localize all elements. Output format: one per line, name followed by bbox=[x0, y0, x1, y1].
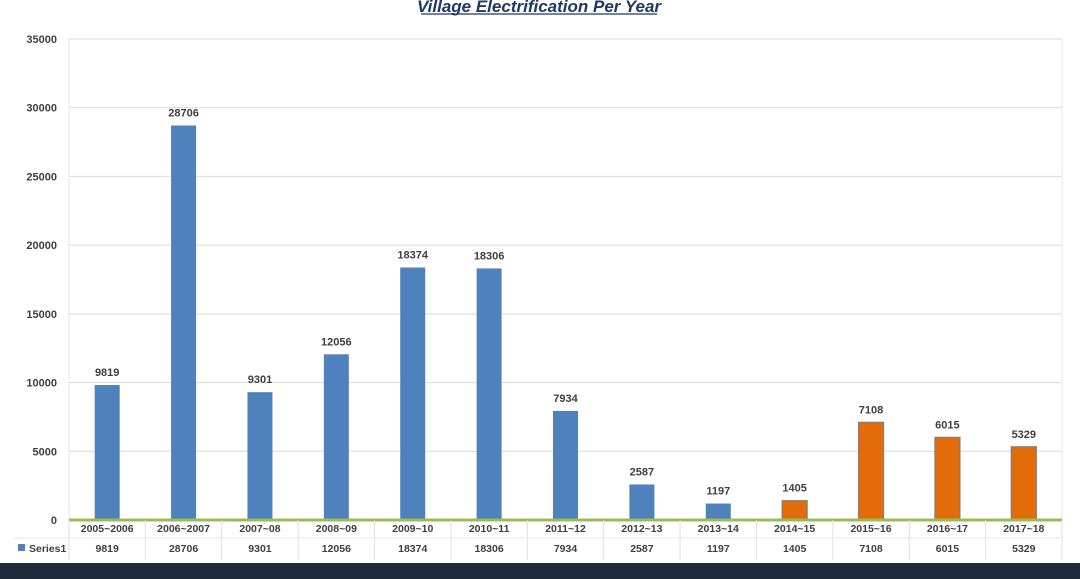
y-axis-ticks: 0 5000 10000 15000 20000 25000 30000 35000 bbox=[26, 34, 57, 527]
y-tick-label: 5000 bbox=[33, 446, 57, 458]
table-value: 18374 bbox=[398, 543, 427, 555]
bar bbox=[705, 503, 731, 520]
table-value: 5329 bbox=[1012, 543, 1036, 555]
x-tick-label: 2006~2007 bbox=[157, 523, 210, 535]
legend-series-name: Series1 bbox=[29, 543, 67, 555]
x-tick-label: 2010~11 bbox=[469, 523, 510, 535]
x-tick-label: 2013~14 bbox=[698, 523, 739, 535]
y-tick-label: 25000 bbox=[26, 171, 57, 183]
bar bbox=[934, 436, 961, 521]
x-axis-categories: 2005~2006 2006~2007 2007~08 2008~09 2009~10 2… bbox=[81, 523, 1045, 535]
data-label: 1197 bbox=[706, 486, 730, 498]
y-tick-label: 35000 bbox=[26, 34, 57, 46]
y-tick-label: 30000 bbox=[26, 103, 57, 115]
y-tick-label: 20000 bbox=[26, 240, 57, 252]
data-label: 1405 bbox=[782, 483, 806, 495]
table-value: 1197 bbox=[707, 543, 730, 555]
x-tick-label: 2017~18 bbox=[1003, 523, 1044, 535]
data-label: 6015 bbox=[935, 419, 959, 431]
table-value: 7108 bbox=[859, 543, 883, 555]
bar bbox=[629, 484, 655, 520]
table-value: 7934 bbox=[554, 543, 578, 555]
data-label: 9819 bbox=[95, 367, 119, 379]
table-value: 12056 bbox=[322, 543, 351, 555]
data-label: 7108 bbox=[859, 404, 883, 416]
bar bbox=[857, 421, 885, 521]
x-tick-label: 2005~2006 bbox=[81, 523, 134, 535]
bar bbox=[1010, 446, 1037, 521]
x-tick-label: 2012~13 bbox=[621, 523, 662, 535]
bar bbox=[553, 410, 578, 520]
x-tick-label: 2008~09 bbox=[316, 523, 357, 535]
y-tick-label: 10000 bbox=[26, 378, 57, 390]
data-table: 9819 28706 9301 12056 18374 18306 7934 2587 1197… bbox=[14, 520, 1063, 560]
table-value: 2587 bbox=[630, 543, 654, 555]
bar bbox=[781, 500, 808, 521]
x-tick-label: 2007~08 bbox=[239, 523, 280, 535]
bar bbox=[400, 267, 426, 520]
x-tick-label: 2011~12 bbox=[545, 523, 586, 535]
y-tick-label: 0 bbox=[51, 515, 57, 527]
x-tick-label: 2016~17 bbox=[927, 523, 968, 535]
data-label: 28706 bbox=[168, 107, 199, 119]
y-tick-label: 15000 bbox=[26, 309, 57, 321]
x-tick-label: 2014~15 bbox=[774, 523, 815, 535]
chart-title: Village Electrification Per Year bbox=[417, 0, 662, 16]
legend-key bbox=[18, 544, 25, 551]
bar bbox=[323, 354, 349, 520]
data-label: 9301 bbox=[248, 374, 272, 386]
data-labels: 9819 28706 9301 12056 18374 18306 7934 2587 1197… bbox=[95, 107, 1036, 497]
data-label: 12056 bbox=[321, 336, 352, 348]
data-label: 5329 bbox=[1012, 429, 1036, 441]
x-tick-label: 2009~10 bbox=[392, 523, 433, 535]
data-label: 18374 bbox=[397, 249, 428, 261]
bottom-bar bbox=[0, 563, 1080, 579]
bar bbox=[476, 268, 502, 520]
table-value: 18306 bbox=[475, 543, 504, 555]
table-value: 9819 bbox=[96, 543, 120, 555]
table-value: 6015 bbox=[936, 543, 960, 555]
data-label: 2587 bbox=[630, 466, 654, 478]
data-label: 18306 bbox=[474, 250, 505, 262]
x-tick-label: 2015~16 bbox=[850, 523, 891, 535]
bar bbox=[171, 125, 197, 520]
table-value: 1405 bbox=[783, 543, 807, 555]
data-label: 7934 bbox=[553, 393, 578, 405]
bar bbox=[94, 385, 120, 520]
table-value: 9301 bbox=[248, 543, 272, 555]
bars bbox=[94, 125, 1037, 521]
table-value: 28706 bbox=[169, 543, 198, 555]
bar bbox=[247, 392, 273, 520]
